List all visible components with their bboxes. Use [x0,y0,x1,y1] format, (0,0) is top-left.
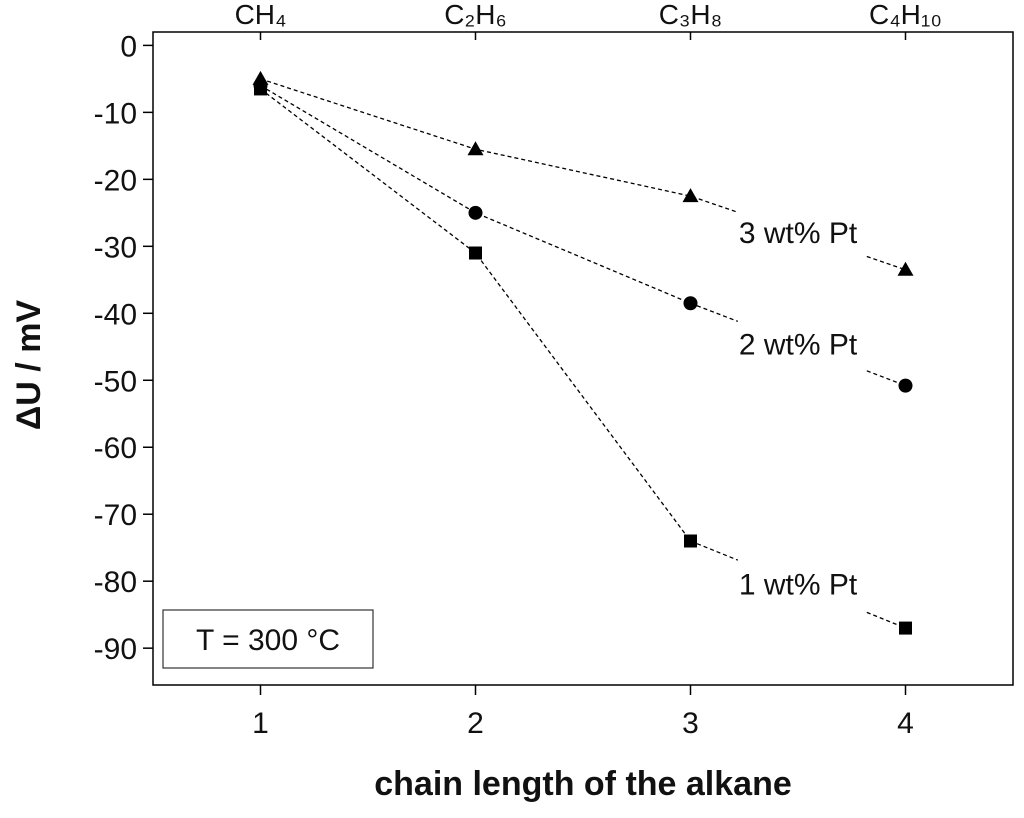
annotation-box [162,609,374,669]
top-tick-label: C₃H₈ [659,0,722,30]
marker [682,188,699,203]
y-tick-label: -10 [94,97,137,130]
series-label: 3 wt% Pt [739,217,858,250]
x-axis-label: chain length of the alkane [374,765,792,803]
y-tick-label: -40 [94,298,137,331]
y-tick-label: -20 [94,164,137,197]
series-label: 2 wt% Pt [739,328,858,361]
marker [897,261,914,276]
marker [898,378,913,393]
annotation: T = 300 °C [196,624,340,657]
y-tick-label: -50 [94,365,137,398]
y-tick-label: -60 [94,432,137,465]
x-tick-label: 3 [682,707,699,740]
x-tick-label: 4 [897,707,914,740]
y-tick-label: -80 [94,566,137,599]
y-tick-label: -90 [94,633,137,666]
y-tick-label: -30 [94,231,137,264]
series-line [260,88,906,629]
marker [469,246,482,260]
x-tick-label: 2 [467,707,484,740]
series-line [260,85,906,387]
marker [254,82,267,96]
marker [468,205,483,220]
plot-frame [152,31,1014,686]
x-tick-label: 1 [252,707,269,740]
y-tick-label: 0 [120,30,137,63]
marker [899,621,912,635]
top-tick-label: C₄H₁₀ [869,0,942,30]
series-label: 1 wt% Pt [739,569,858,602]
series-line [260,78,906,271]
marker [684,534,697,548]
marker [683,296,698,311]
marker [467,141,484,156]
y-tick-label: -70 [94,499,137,532]
top-tick-label: C₂H₆ [444,0,507,30]
top-tick-label: CH₄ [235,0,287,30]
y-axis-label: ΔU / mV [10,300,48,431]
